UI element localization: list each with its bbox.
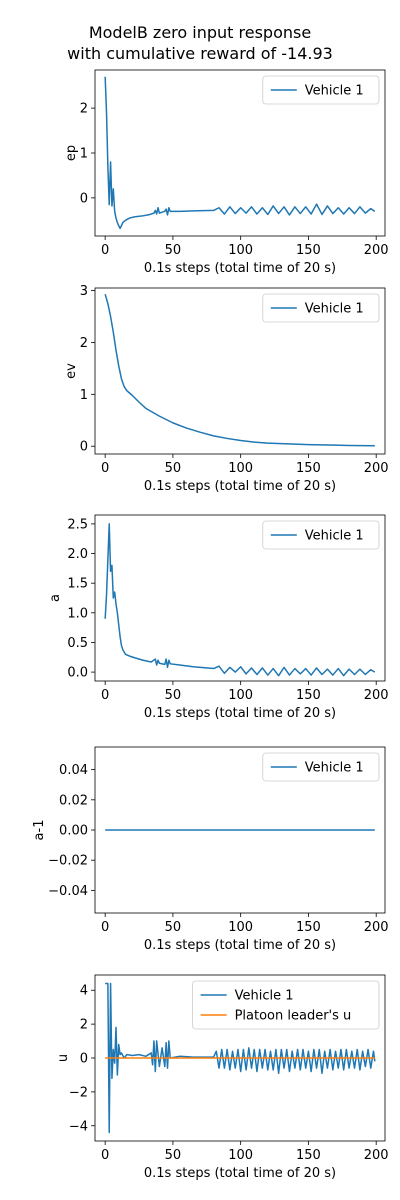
x-tick-label: 150 [296,688,321,703]
x-tick-label: 200 [364,461,389,476]
x-tick-label: 0 [101,688,109,703]
x-tick-label: 200 [364,243,389,258]
y-tick-label: 2 [80,102,88,117]
series-line-1 [104,294,375,447]
x-tick-label: 150 [296,461,321,476]
axes-frame [94,287,386,455]
x-tick-label: 50 [165,688,182,703]
legend-box [262,293,380,323]
y-tick-label: 2.5 [67,517,88,532]
legend-label-1: Vehicle 1 [305,529,364,544]
y-tick-label: 1.5 [67,577,88,592]
x-tick-label: 100 [228,920,253,935]
x-axis-label: 0.1s steps (total time of 20 s) [144,706,336,721]
y-tick-label: 1.0 [67,606,88,621]
legend-label-2: Platoon leader's u [235,1009,352,1024]
y-tick-label: 1 [80,388,88,403]
series-line-1 [104,523,376,677]
x-tick-label: 100 [228,1148,253,1163]
y-tick-label: 0.04 [59,763,88,778]
subplot-ev: 0 50 100 150 200 0 1 2 3 0.1s steps (total time o… [64,284,389,494]
y-tick-label: 0.00 [59,824,88,839]
x-tick-label: 50 [165,243,182,258]
x-tick-label: 0 [101,461,109,476]
y-tick-label: −2 [69,1085,88,1100]
legend: Vehicle 1 [262,293,380,323]
x-tick-label: 150 [296,1148,321,1163]
legend: Vehicle 1 Platoon leader's u [192,980,380,1030]
y-axis-label: a-1 [32,820,47,841]
x-tick-label: 50 [165,1148,182,1163]
x-tick-label: 0 [101,1148,109,1163]
subplot-a: 0 50 100 150 200 0.0 0.5 1.0 1.5 2.0 2.5 0.1s steps… [48,514,389,721]
x-axis-label: 0.1s steps (total time of 20 s) [144,479,336,494]
legend-box [192,980,380,1030]
x-axis-label: 0.1s steps (total time of 20 s) [144,1166,336,1181]
legend-label-1: Vehicle 1 [305,761,364,776]
subplot-a-1: 0 50 100 150 200 −0.04 −0.02 0.00 0.02 0.04 0.1s s… [32,746,389,953]
y-tick-label: 2 [80,1018,88,1033]
figure-title-line-1: ModelB zero input response [89,23,311,42]
x-tick-label: 200 [364,1148,389,1163]
y-axis-label: u [56,1054,71,1062]
x-tick-label: 150 [296,920,321,935]
y-tick-label: 0 [80,191,88,206]
series-line-1 [104,76,376,230]
y-tick-label: 0.02 [59,793,88,808]
legend-label-1: Vehicle 1 [235,989,294,1004]
subplot-ep: 0 50 100 150 200 0 1 2 0.1s steps (total time of… [64,69,389,276]
legend-label-1: Vehicle 1 [305,302,364,317]
y-tick-label: −4 [69,1119,88,1134]
subplot-u: 0 50 100 150 200 −4 −2 0 2 4 0.1s steps (total tim… [56,974,389,1181]
y-tick-label: 4 [80,984,88,999]
y-tick-label: −0.04 [48,884,88,899]
y-tick-label: 0 [80,440,88,455]
y-tick-label: 1 [80,147,88,162]
legend-label-1: Vehicle 1 [305,84,364,99]
y-tick-label: 0 [80,1052,88,1067]
y-tick-label: 0.5 [67,636,88,651]
y-axis-label: ev [64,363,79,379]
x-tick-label: 0 [101,243,109,258]
y-tick-label: 0.0 [67,666,88,681]
x-tick-label: 150 [296,243,321,258]
x-tick-label: 100 [228,243,253,258]
axes-frame [94,514,386,682]
x-axis-label: 0.1s steps (total time of 20 s) [144,938,336,953]
legend: Vehicle 1 [262,520,380,550]
legend-box [262,520,380,550]
x-tick-label: 50 [165,920,182,935]
y-axis-label: a [48,594,63,602]
y-tick-label: −0.02 [48,854,88,869]
y-tick-label: 3 [80,284,88,299]
x-tick-label: 100 [228,688,253,703]
y-tick-label: 2.0 [67,547,88,562]
legend-box [262,75,380,105]
y-axis-label: ep [64,145,79,161]
x-tick-label: 200 [364,688,389,703]
y-tick-label: 2 [80,336,88,351]
figure-title-line-2: with cumulative reward of -14.93 [67,44,333,63]
x-tick-label: 100 [228,461,253,476]
legend: Vehicle 1 [262,752,380,782]
x-axis-label: 0.1s steps (total time of 20 s) [144,261,336,276]
x-tick-label: 50 [165,461,182,476]
legend: Vehicle 1 [262,75,380,105]
x-tick-label: 200 [364,920,389,935]
x-tick-label: 0 [101,920,109,935]
legend-box [262,752,380,782]
